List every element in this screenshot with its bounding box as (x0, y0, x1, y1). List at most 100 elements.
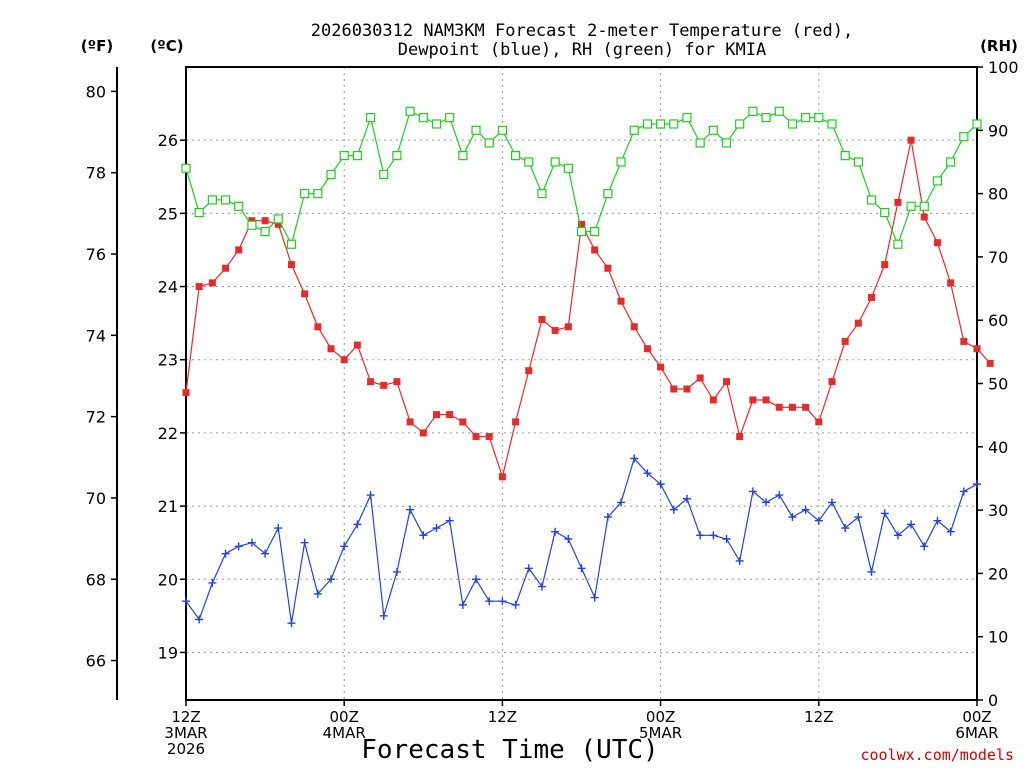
temperature-point (419, 429, 427, 437)
x-tick-label: 2026 (167, 740, 205, 758)
temperature-point (459, 418, 467, 426)
dewpoint-point (406, 505, 415, 514)
temperature-point (815, 418, 823, 426)
rh-point (484, 138, 494, 148)
x-tick-label: 00Z (646, 708, 675, 726)
rh-point (497, 125, 507, 135)
rh-point (300, 189, 310, 199)
dewpoint-point (182, 597, 190, 606)
dewpoint-point (564, 535, 573, 544)
rh-tick-label: 20 (988, 564, 1008, 583)
rh-point (880, 207, 890, 218)
fahrenheit-tick-label: 70 (86, 489, 106, 508)
rh-point (431, 119, 442, 129)
rh-point (629, 125, 639, 135)
celsius-tick-label: 20 (158, 570, 178, 589)
dewpoint-point (854, 513, 863, 522)
fahrenheit-tick-label: 74 (86, 326, 106, 345)
dewpoint-point (907, 520, 916, 529)
temperature-point (683, 385, 691, 393)
rh-point (735, 119, 745, 129)
rh-point (576, 226, 587, 237)
rh-point (379, 170, 389, 180)
dewpoint-point (814, 516, 823, 525)
dewpoint-point (946, 527, 955, 536)
temperature-point (274, 220, 282, 228)
dewpoint-point (221, 549, 230, 558)
rh-point (286, 239, 297, 249)
dewpoint-point (366, 491, 375, 500)
dewpoint-point (274, 524, 283, 533)
dewpoint-point (445, 516, 454, 525)
rh-unit-label: (RH) (980, 37, 1018, 55)
temperature-point (314, 323, 322, 331)
temperature-point (960, 337, 968, 345)
rh-point (972, 119, 982, 129)
fahrenheit-tick-label: 66 (86, 652, 106, 671)
temperature-point (393, 378, 401, 386)
dewpoint-point (353, 520, 362, 529)
temperature-point (933, 239, 941, 247)
dewpoint-point (511, 600, 520, 609)
dewpoint-point (709, 531, 718, 540)
rh-point (655, 119, 666, 129)
rh-tick-label: 60 (988, 311, 1008, 330)
temperature-point (591, 246, 599, 254)
temperature-point (551, 326, 559, 334)
temperature-point (723, 378, 731, 386)
temperature-point (802, 403, 810, 411)
rh-point (932, 176, 943, 186)
rh-point (234, 201, 244, 211)
temperature-point (485, 433, 493, 441)
dewpoint-point (682, 494, 691, 503)
rh-point (695, 138, 705, 148)
dewpoint-point (867, 567, 876, 576)
temperature-point (841, 337, 849, 345)
dewpoint-point (313, 589, 322, 598)
dewpoint-point (762, 498, 771, 507)
x-tick-label: 6MAR (955, 724, 998, 742)
rh-point (682, 113, 692, 123)
rh-point (392, 151, 402, 161)
dewpoint-point (498, 597, 507, 606)
dewpoint-point (603, 513, 612, 522)
temperature-point (367, 378, 375, 386)
dewpoint-point (551, 527, 560, 536)
rh-point (721, 138, 732, 148)
temperature-point (775, 403, 783, 411)
celsius-tick-label: 22 (158, 424, 178, 443)
rh-point (273, 214, 283, 224)
rh-point (352, 151, 362, 161)
temperature-point (564, 323, 572, 331)
dewpoint-point (643, 469, 652, 478)
dewpoint-point (933, 516, 942, 525)
rh-point (893, 239, 903, 249)
rh-tick-label: 70 (988, 248, 1008, 267)
temperature-point (578, 220, 585, 228)
rh-point (471, 125, 481, 135)
dewpoint-point (327, 575, 336, 584)
dewpoint-point (735, 556, 744, 565)
temperature-point (881, 261, 889, 269)
dewpoint-point (340, 542, 349, 551)
dewpoint-point (234, 542, 243, 551)
rh-point (603, 189, 613, 199)
rh-tick-label: 40 (988, 438, 1008, 457)
rh-point (840, 151, 850, 161)
rh-point (906, 201, 916, 211)
dewpoint-point (247, 538, 256, 547)
rh-point (590, 226, 600, 237)
dewpoint-point (485, 597, 494, 606)
x-tick-label: 12Z (171, 708, 200, 726)
dewpoint-point (261, 549, 270, 558)
rh-tick-label: 30 (988, 501, 1008, 520)
temperature-point (617, 297, 625, 305)
fahrenheit-tick-label: 68 (86, 570, 106, 589)
dewpoint-point (300, 538, 309, 547)
x-axis-title: Forecast Time (UTC) (361, 735, 658, 765)
dewpoint-point (195, 615, 204, 624)
temperature-point (327, 345, 335, 353)
rh-point (247, 220, 257, 230)
temperature-point (973, 345, 981, 353)
